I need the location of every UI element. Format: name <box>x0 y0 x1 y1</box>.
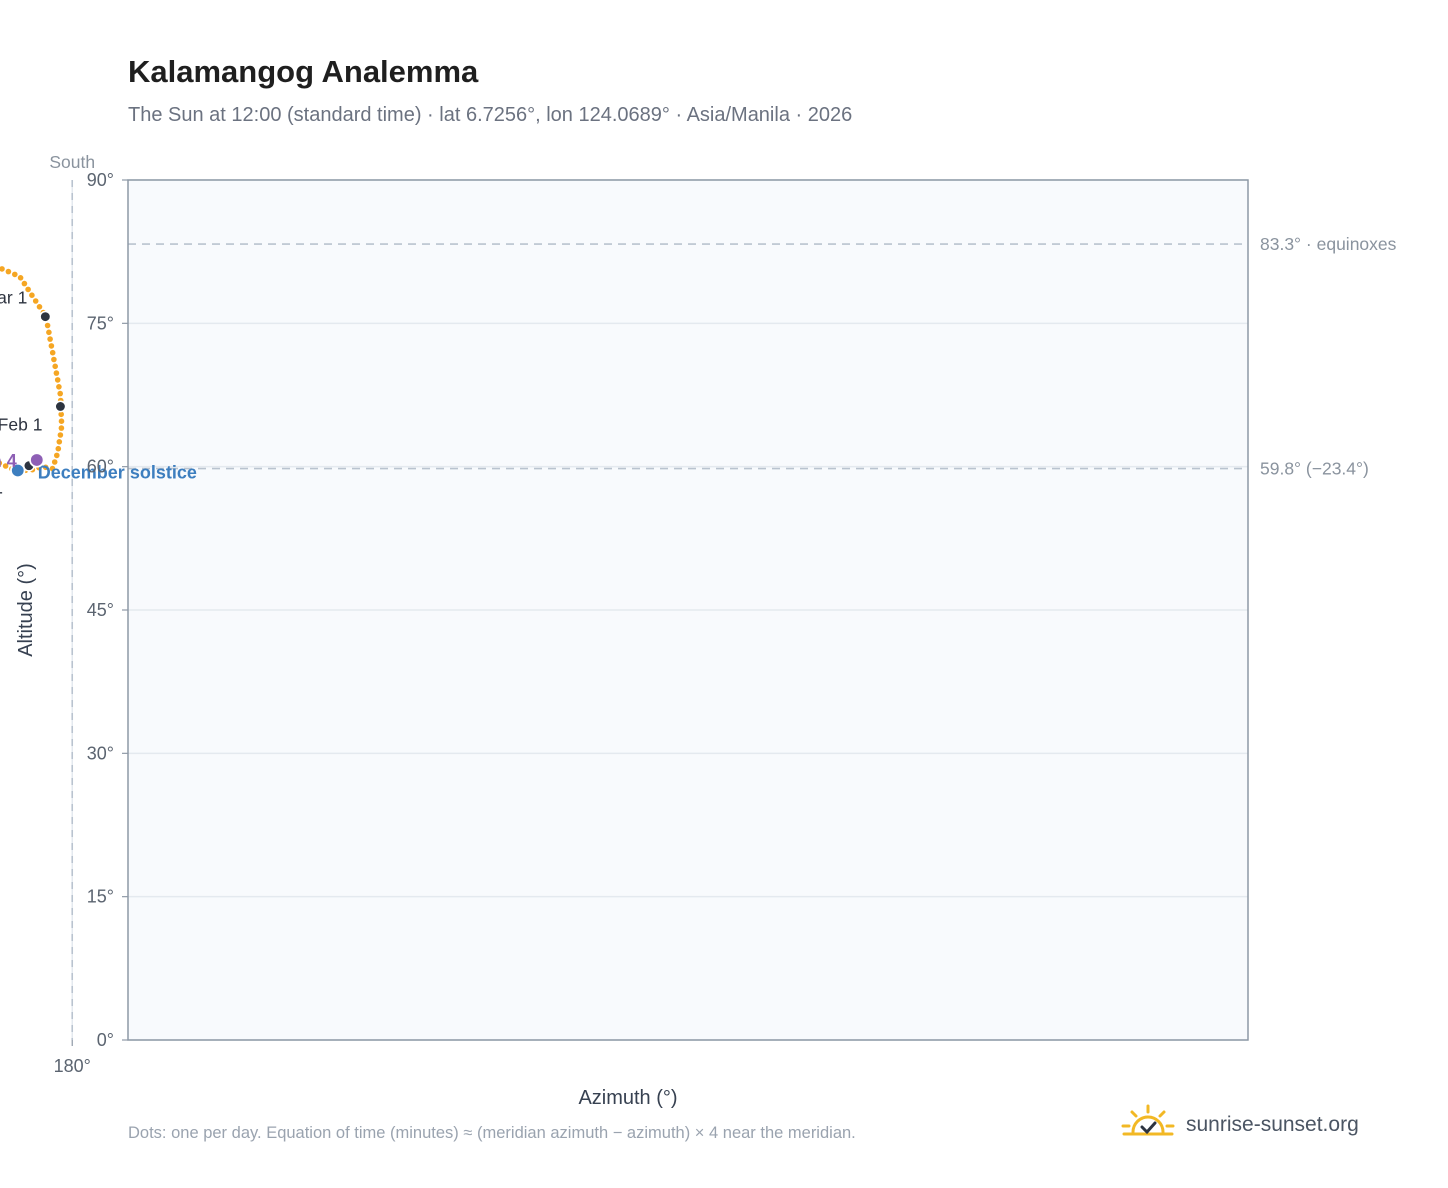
daily-dot <box>17 275 24 281</box>
daily-dot <box>47 336 53 342</box>
reference-line-label: 59.8° (−23.4°) <box>1260 459 1369 479</box>
daily-dot <box>2 463 9 469</box>
event-label: Perihelion · Jan 4 <box>0 451 17 471</box>
daily-dot <box>57 432 64 438</box>
month-marker <box>54 400 67 413</box>
reference-lines: South 83.3° · equinoxes 59.8° (−23.4°) <box>49 152 1397 1040</box>
event-marker <box>29 452 45 468</box>
daily-dot <box>57 390 63 397</box>
chart-subtitle: The Sun at 12:00 (standard time) · lat 6… <box>128 104 853 126</box>
daily-dot <box>12 271 18 278</box>
daily-dot <box>54 452 60 459</box>
daily-dot <box>5 268 12 275</box>
y-tick-label: 75° <box>87 313 114 333</box>
daily-dot <box>55 445 62 452</box>
y-tick-label: 15° <box>87 887 114 907</box>
daily-dot <box>49 349 56 356</box>
daily-dot <box>48 343 55 349</box>
daily-dot <box>58 418 65 425</box>
y-tick-label: 0° <box>97 1030 114 1050</box>
meridian-label: South <box>49 152 95 172</box>
axes: 180°210°240°270°300°330°0°0°15°30°45°60°… <box>15 170 678 1109</box>
month-label: Feb 1 <box>0 414 42 434</box>
x-tick-label: 180° <box>54 1056 91 1076</box>
daily-dot <box>53 370 60 376</box>
brand[interactable]: sunrise-sunset.org <box>1120 1100 1359 1150</box>
sun-logo-icon <box>1121 1104 1175 1136</box>
x-axis-title: Azimuth (°) <box>578 1087 677 1109</box>
daily-dot <box>58 411 64 418</box>
brand-name: sunrise-sunset.org <box>1186 1113 1359 1136</box>
month-marker <box>39 310 52 323</box>
daily-dot <box>0 460 3 466</box>
daily-dot <box>32 298 39 304</box>
y-tick-label: 45° <box>87 600 114 620</box>
daily-dot <box>36 304 43 310</box>
daily-dot <box>46 329 52 336</box>
daily-dot <box>56 439 63 445</box>
month-label: Jan 1 <box>0 478 3 498</box>
daily-dot <box>0 266 5 272</box>
daily-dot <box>54 377 61 383</box>
month-label: Mar 1 <box>0 288 27 308</box>
reference-line-label: 83.3° · equinoxes <box>1260 234 1397 254</box>
y-tick-label: 60° <box>87 457 114 477</box>
y-tick-label: 30° <box>87 743 114 763</box>
event-label: December solstice <box>38 462 197 482</box>
daily-dot <box>56 384 62 390</box>
footnote: Dots: one per day. Equation of time (min… <box>128 1124 856 1142</box>
y-tick-label: 90° <box>87 170 114 190</box>
chart-title: Kalamangog Analemma <box>128 54 479 89</box>
daily-dot <box>51 356 57 363</box>
event-marker <box>10 462 26 479</box>
daily-dot <box>21 280 28 287</box>
daily-dot <box>25 286 31 293</box>
daily-dot <box>51 459 58 465</box>
y-axis-title: Altitude (°) <box>15 563 37 657</box>
daily-dot <box>58 425 65 431</box>
daily-dot <box>49 465 56 472</box>
daily-dot <box>29 292 35 299</box>
daily-dot <box>44 322 51 329</box>
daily-dot <box>52 363 58 370</box>
daily-dot <box>42 464 49 471</box>
month-markers: Jan 1Feb 1Mar 1Apr 1May 1Jun 1Jul 1Aug 1… <box>0 288 67 498</box>
event-markers: March equinoxSeptember equinoxDecember s… <box>0 451 197 483</box>
